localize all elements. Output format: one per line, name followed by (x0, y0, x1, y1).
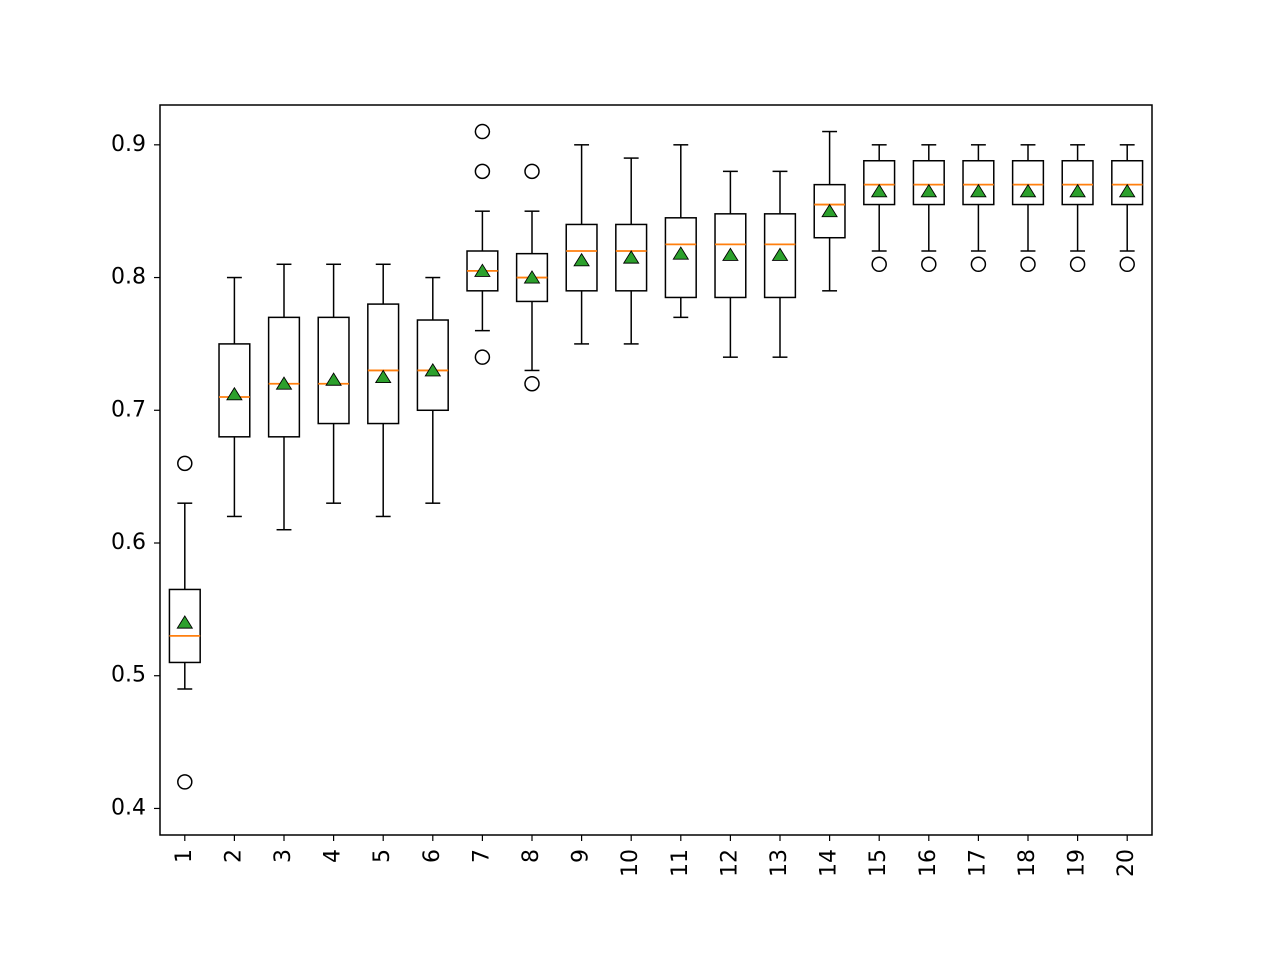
x-tick-label: 2 (221, 849, 246, 863)
x-tick-label: 7 (469, 849, 494, 863)
x-tick-label: 1 (172, 849, 197, 863)
x-tick-label: 17 (965, 849, 990, 877)
x-tick-label: 5 (370, 849, 395, 863)
x-tick-label: 6 (420, 849, 445, 863)
y-tick-label: 0.4 (111, 795, 146, 820)
y-tick-label: 0.7 (111, 397, 146, 422)
x-tick-label: 19 (1065, 849, 1090, 877)
y-tick-label: 0.5 (111, 663, 146, 688)
x-tick-label: 18 (1015, 849, 1040, 877)
y-tick-label: 0.6 (111, 530, 146, 555)
x-tick-label: 14 (817, 849, 842, 877)
x-tick-label: 10 (618, 849, 643, 877)
x-tick-label: 20 (1114, 849, 1139, 877)
x-tick-label: 4 (321, 849, 346, 863)
x-tick-label: 12 (717, 849, 742, 877)
boxplot-chart: 0.40.50.60.70.80.91234567891011121314151… (0, 0, 1280, 960)
x-tick-label: 11 (668, 849, 693, 877)
x-tick-label: 8 (519, 849, 544, 863)
x-tick-label: 3 (271, 849, 296, 863)
x-tick-label: 16 (916, 849, 941, 877)
x-tick-label: 15 (866, 849, 891, 877)
y-tick-label: 0.8 (111, 265, 146, 290)
y-tick-label: 0.9 (111, 132, 146, 157)
x-tick-label: 9 (569, 849, 594, 863)
x-tick-label: 13 (767, 849, 792, 877)
